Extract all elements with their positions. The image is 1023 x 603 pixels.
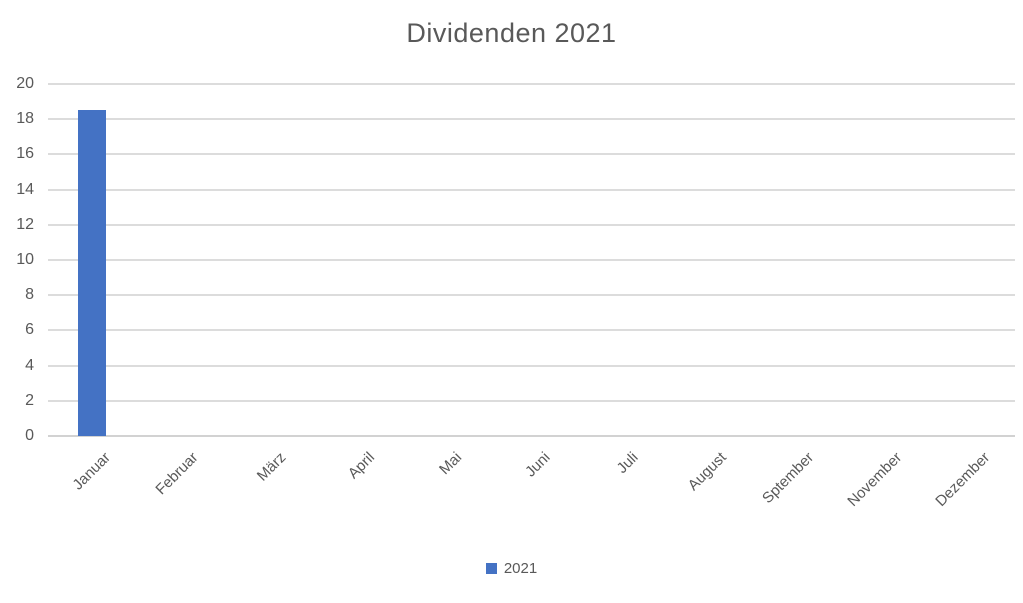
gridline-6 [48,329,1015,332]
x-label-mai: Mai [436,449,466,479]
y-tick-label-10: 10 [16,251,34,268]
bar-januar-2021[interactable] [77,110,106,436]
gridline-20 [48,83,1015,85]
gridline-12 [48,223,1015,226]
gridline-0 [48,435,1015,437]
y-tick-label-14: 14 [16,180,34,198]
x-label-januar: Januar [69,449,114,494]
x-label-november: November [844,449,906,510]
x-label-märz: März [254,449,290,485]
y-tick-label-8: 8 [25,286,34,304]
gridline-16 [48,153,1015,156]
y-tick-label-20: 20 [16,75,34,92]
gridline-18 [48,118,1015,121]
plot-area [48,83,1015,437]
gridline-14 [48,188,1015,191]
x-label-februar: Februar [152,449,202,499]
gridline-4 [48,364,1015,367]
y-tick-label-6: 6 [25,321,34,339]
y-tick-label-16: 16 [16,145,34,163]
legend-swatch-icon [485,563,497,574]
y-tick-label-2: 2 [25,391,34,409]
y-tick-label-4: 4 [25,356,34,374]
x-label-juli: Juli [613,449,642,477]
legend-label: 2021 [503,560,538,577]
y-tick-label-12: 12 [16,215,34,233]
x-label-august: August [684,449,730,495]
chart-title: Dividenden 2021 [406,18,617,48]
x-label-april: April [344,449,378,483]
y-tick-label-0: 0 [25,427,34,444]
gridline-2 [48,399,1015,402]
y-tick-label-18: 18 [16,110,34,128]
legend[interactable]: 2021 [0,560,1023,577]
gridline-10 [48,259,1015,261]
x-label-dezember: Dezember [932,449,994,510]
x-label-juni: Juni [522,449,554,481]
gridline-8 [48,294,1015,297]
x-label-sptember: Sptember [759,449,818,508]
